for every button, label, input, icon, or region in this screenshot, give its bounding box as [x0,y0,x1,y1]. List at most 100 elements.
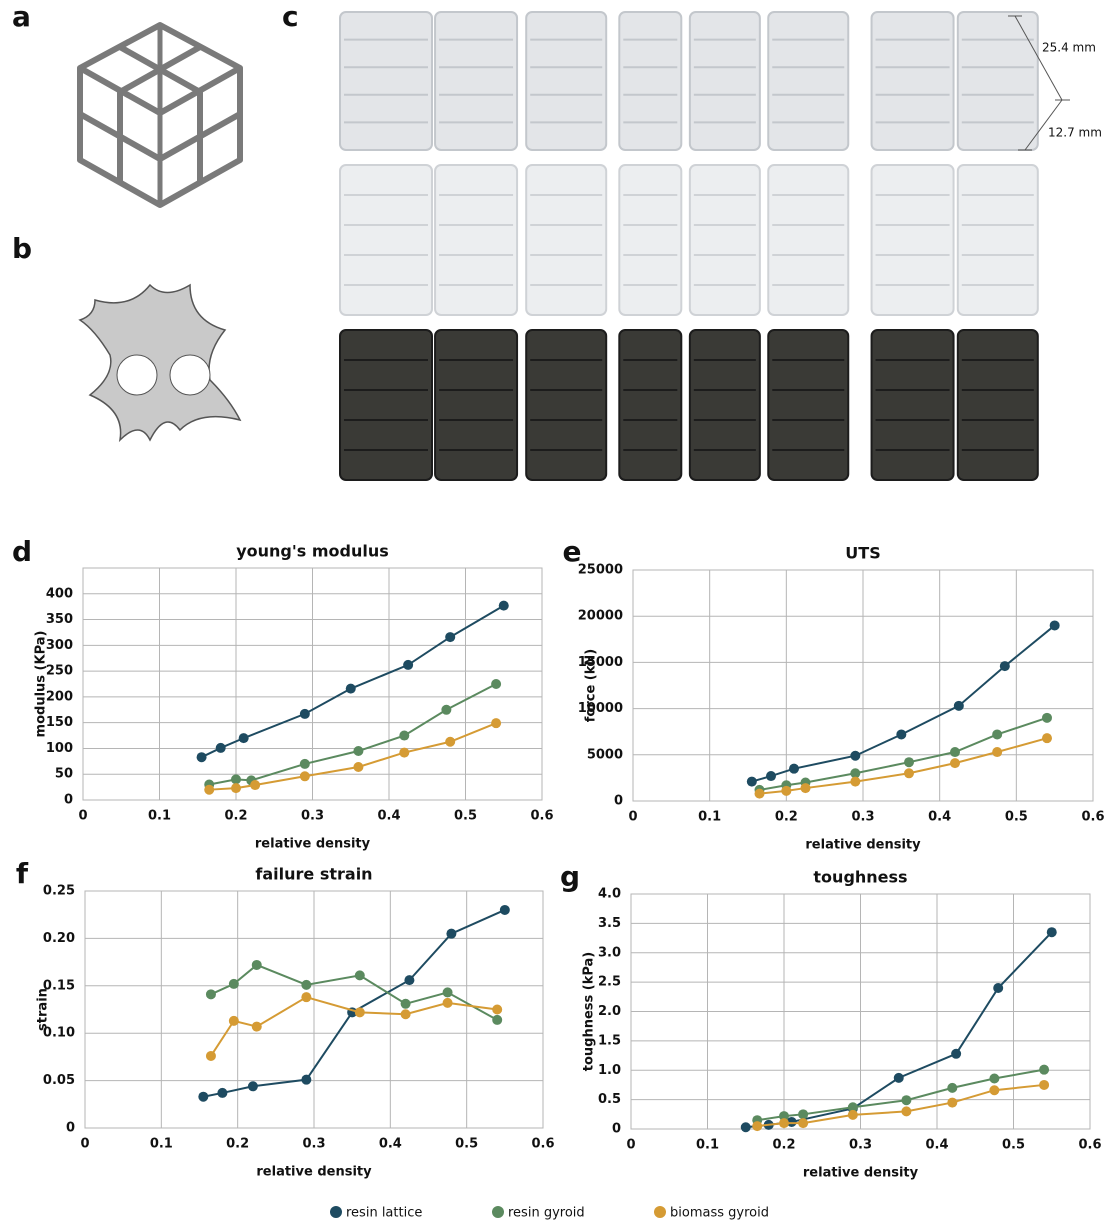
data-point [904,757,914,767]
data-point [992,729,1002,739]
data-point [301,980,311,990]
x-tick-label: 0.6 [531,1137,554,1152]
data-point [947,1098,957,1108]
data-point [445,737,455,747]
data-point [789,764,799,774]
data-point [901,1095,911,1105]
sample-block [340,330,432,480]
data-point [217,1088,227,1098]
y-axis-label: modulus (KPa) [34,631,49,738]
data-point [951,1049,961,1059]
data-point [399,748,409,758]
data-point [950,758,960,768]
legend-label: resin gyroid [508,1206,585,1221]
x-tick-label: 0.1 [150,1137,173,1152]
y-tick-label: 4.0 [598,887,621,902]
data-point [206,989,216,999]
data-point [1042,713,1052,723]
data-point [239,733,249,743]
x-tick-label: 0.1 [148,809,171,824]
data-point [1039,1080,1049,1090]
x-tick-label: 0.2 [775,810,798,825]
x-tick-label: 0.1 [696,1138,719,1153]
data-point [443,987,453,997]
panel-label: e [563,535,582,568]
data-point [492,1005,502,1015]
data-point [229,979,239,989]
sample-block [340,12,432,150]
y-tick-label: 0.5 [598,1092,621,1107]
legend-label: biomass gyroid [670,1206,769,1221]
y-tick-label: 0.20 [43,931,75,946]
y-tick-label: 1.5 [598,1033,621,1048]
gyroid-illustration [80,285,240,440]
panel-label: g [560,860,580,893]
data-point [896,729,906,739]
data-point [404,975,414,985]
data-point [491,679,501,689]
data-point [198,1092,208,1102]
panel-label: d [12,535,32,568]
y-tick-label: 20000 [578,609,623,624]
data-point [781,786,791,796]
sample-block [690,330,760,480]
sample-block [958,12,1038,150]
chart-title: toughness [813,868,907,887]
y-tick-label: 1.0 [598,1063,621,1078]
x-tick-label: 0.5 [1002,1138,1025,1153]
data-point [355,970,365,980]
y-tick-label: 0 [66,1121,75,1136]
data-point [301,992,311,1002]
data-point [989,1073,999,1083]
x-tick-label: 0.2 [224,809,247,824]
data-point [300,709,310,719]
dimension-label: 12.7 mm [1048,126,1102,140]
data-point [741,1122,751,1132]
data-point [204,785,214,795]
lattice-illustration [80,25,240,205]
sample-photos [340,12,1038,480]
y-tick-label: 250 [46,664,73,679]
x-axis-label: relative density [255,837,371,852]
data-point [206,1051,216,1061]
sample-block [872,330,954,480]
x-tick-label: 0 [78,809,87,824]
data-point [752,1121,762,1131]
x-tick-label: 0 [626,1138,635,1153]
x-tick-label: 0.4 [379,1137,402,1152]
data-point [989,1085,999,1095]
x-tick-label: 0.3 [302,1137,325,1152]
data-point [848,1110,858,1120]
data-point [894,1073,904,1083]
y-tick-label: 400 [46,586,73,601]
data-point [500,905,510,915]
y-tick-label: 5000 [587,747,623,762]
data-point [499,601,509,611]
data-point [231,774,241,784]
sample-block [526,330,606,480]
data-point [850,751,860,761]
data-point [947,1083,957,1093]
data-point [492,1015,502,1025]
data-point [850,777,860,787]
sample-block [872,165,954,315]
data-point [250,780,260,790]
data-point [446,929,456,939]
y-axis-label: strain [36,988,51,1031]
sample-block [690,12,760,150]
legend-marker [330,1206,342,1218]
sample-block [340,165,432,315]
legend-label: resin lattice [346,1206,422,1221]
data-point [300,771,310,781]
data-point [950,747,960,757]
data-point [216,743,226,753]
x-tick-label: 0.3 [851,810,874,825]
panel-label: c [282,0,299,33]
sample-block [526,12,606,150]
sample-block [435,330,517,480]
y-tick-label: 300 [46,638,73,653]
y-tick-label: 3.5 [598,916,621,931]
sample-block [768,165,848,315]
y-tick-label: 3.0 [598,945,621,960]
panel-label: f [16,857,29,890]
